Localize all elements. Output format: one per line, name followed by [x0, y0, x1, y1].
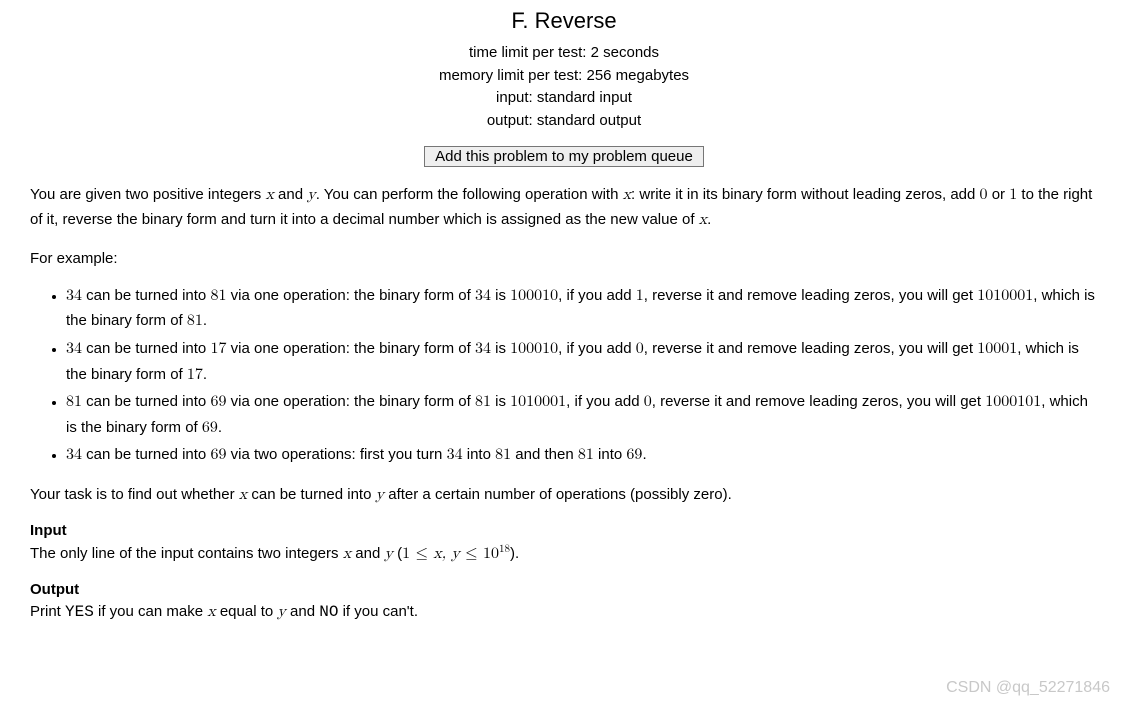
- problem-title: F. Reverse: [30, 8, 1098, 34]
- output-spec: output: standard output: [30, 110, 1098, 133]
- output-paragraph: Print YES if you can make x equal to y a…: [30, 600, 1098, 625]
- statement-paragraph-1: You are given two positive integers x an…: [30, 183, 1098, 233]
- input-paragraph: The only line of the input contains two …: [30, 541, 1098, 567]
- list-item: 34 can be turned into 17 via one operati…: [66, 337, 1098, 388]
- problem-meta: time limit per test: 2 seconds memory li…: [30, 42, 1098, 132]
- input-heading: Input: [30, 522, 1098, 539]
- output-heading: Output: [30, 581, 1098, 598]
- examples-list: 34 can be turned into 81 via one operati…: [30, 284, 1098, 469]
- list-item: 34 can be turned into 81 via one operati…: [66, 284, 1098, 335]
- input-spec: input: standard input: [30, 87, 1098, 110]
- memory-limit: memory limit per test: 256 megabytes: [30, 65, 1098, 88]
- list-item: 81 can be turned into 69 via one operati…: [66, 390, 1098, 441]
- for-example-label: For example:: [30, 247, 1098, 270]
- watermark-text: CSDN @qq_52271846: [946, 679, 1110, 697]
- add-to-queue-button[interactable]: Add this problem to my problem queue: [424, 146, 704, 167]
- list-item: 34 can be turned into 69 via two operati…: [66, 443, 1098, 469]
- task-paragraph: Your task is to find out whether x can b…: [30, 483, 1098, 508]
- time-limit: time limit per test: 2 seconds: [30, 42, 1098, 65]
